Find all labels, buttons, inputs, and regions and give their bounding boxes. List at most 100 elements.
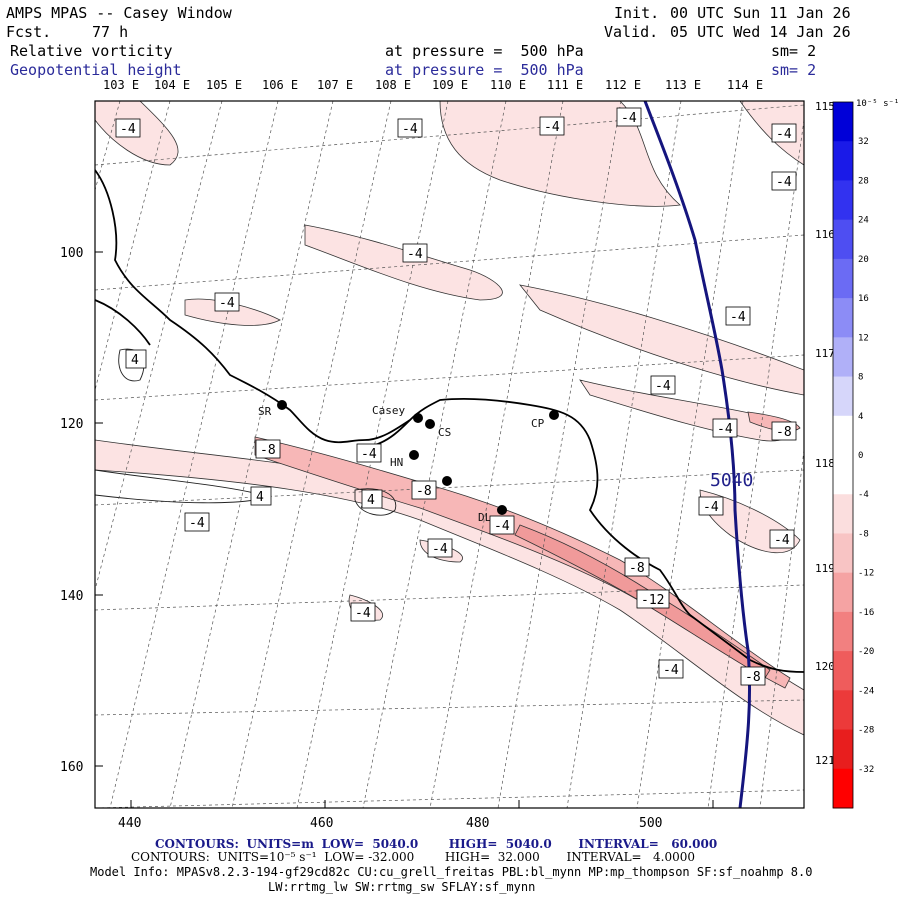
y-tick-label: 120 <box>60 417 83 432</box>
svg-text:-4: -4 <box>776 175 792 190</box>
lon-label-top: 108 E <box>375 78 412 92</box>
y-tick-label: 140 <box>60 589 83 604</box>
svg-text:4: 4 <box>367 493 375 508</box>
lon-label-top: 107 E <box>317 78 354 92</box>
colorbar-label: -24 <box>858 686 874 696</box>
lon-label-top: 105 E <box>206 78 243 92</box>
svg-text:-4: -4 <box>361 447 377 462</box>
station-label-casey: Casey <box>372 404 405 417</box>
colorbar-label: -28 <box>858 726 874 736</box>
forecast-hour: 77 h <box>92 23 129 41</box>
contour-label-box: -4 <box>489 515 515 535</box>
lon-label-top: 114 E <box>727 78 764 92</box>
x-tick-label: 500 <box>639 816 662 831</box>
svg-text:-4: -4 <box>432 542 448 557</box>
colorbar-swatch <box>833 337 853 378</box>
contour-label-box: 4 <box>361 489 383 509</box>
field1-name: Relative vorticity <box>10 42 173 60</box>
contour-label-box: -4 <box>650 375 676 395</box>
lon-label-top: 106 E <box>262 78 299 92</box>
model-info-line2: LW:rrtmg_lw SW:rrtmg_sw SFLAY:sf_mynn <box>268 880 536 894</box>
lon-label-top: 110 E <box>490 78 527 92</box>
colorbar-label: 24 <box>858 216 869 226</box>
lon-label-top: 113 E <box>665 78 702 92</box>
station-marker-cs <box>425 419 435 429</box>
colorbar-swatch <box>833 611 853 652</box>
svg-text:-4: -4 <box>730 310 746 325</box>
field1-smoothing: sm= 2 <box>771 42 817 60</box>
svg-text:-4: -4 <box>776 127 792 142</box>
colorbar-label: 20 <box>858 255 869 265</box>
contour-label-box: -4 <box>350 602 376 622</box>
y-tick-label: 160 <box>60 760 83 775</box>
contour-label-box: -4 <box>769 529 795 549</box>
svg-text:-4: -4 <box>703 500 719 515</box>
colorbar-swatch <box>833 258 853 299</box>
svg-text:-4: -4 <box>717 422 733 437</box>
colorbar-label: -16 <box>858 608 874 618</box>
contour-label-box: -8 <box>624 557 650 577</box>
station-marker-hn <box>409 450 419 460</box>
colorbar-swatch <box>833 376 853 417</box>
svg-text:4: 4 <box>131 353 139 368</box>
contour-label-box: -4 <box>725 306 751 326</box>
colorbar-unit: 10⁻⁵ s⁻¹ <box>856 99 899 109</box>
contour-label-box: -4 <box>115 118 141 138</box>
station-marker-casey <box>413 413 423 423</box>
station-marker-lw <box>442 476 452 486</box>
lon-label-top: 112 E <box>605 78 642 92</box>
init-label: Init. <box>614 4 660 22</box>
lon-label-top: 109 E <box>432 78 469 92</box>
colorbar-label: 12 <box>858 333 869 343</box>
svg-text:-8: -8 <box>416 484 432 499</box>
contour-label-box: 4 <box>125 349 147 369</box>
contour-label-box: -8 <box>771 421 797 441</box>
svg-text:-8: -8 <box>260 443 276 458</box>
colorbar-swatch <box>833 572 853 613</box>
contour-label-box: -4 <box>427 538 453 558</box>
svg-text:-8: -8 <box>629 561 645 576</box>
colorbar-swatch <box>833 455 853 495</box>
station-label-dl: DL <box>478 511 492 524</box>
svg-text:-4: -4 <box>120 122 136 137</box>
contour-label-box: -4 <box>539 116 565 136</box>
x-tick-label: 480 <box>466 816 489 831</box>
forecast-label: Fcst. <box>6 23 52 41</box>
plot-frame <box>94 100 805 809</box>
coastline <box>95 169 804 673</box>
footer-line2: CONTOURS: UNITS=10⁻⁵ s⁻¹ LOW= -32.000 HI… <box>131 850 696 864</box>
svg-text:-4: -4 <box>407 247 423 262</box>
svg-text:-8: -8 <box>745 670 761 685</box>
lon-label-top: 111 E <box>547 78 584 92</box>
graticule <box>95 101 804 808</box>
colorbar-swatch <box>833 651 853 691</box>
contour-label-box: -4 <box>356 443 382 463</box>
contour-labels: -4 -4 -4 -4 -4 -4 -4 -4 -4 -4 -4 -4 -4 -… <box>115 107 797 686</box>
contour-label-box: -4 <box>402 243 428 263</box>
station-label-sr: SR <box>258 405 272 418</box>
lon-label-top: 104 E <box>154 78 191 92</box>
station-label-cs: CS <box>438 426 451 439</box>
contour-label-box: -4 <box>712 418 738 438</box>
lon-label-top: 103 E <box>103 78 140 92</box>
station-marker-dl <box>497 505 507 515</box>
colorbar-label: 4 <box>858 412 863 422</box>
colorbar-label: 0 <box>858 451 863 461</box>
field2-smoothing: sm= 2 <box>771 61 817 79</box>
contour-label-box: -4 <box>214 292 240 312</box>
station-marker-sr <box>277 400 287 410</box>
svg-text:-4: -4 <box>621 111 637 126</box>
contour-label-box: -4 <box>698 496 724 516</box>
colorbar-swatch <box>833 690 853 731</box>
colorbar-label: 16 <box>858 294 869 304</box>
model-info: Model Info: MPASv8.2.3-194-gf29cd82c CU:… <box>90 865 813 879</box>
map-title: AMPS MPAS -- Casey Window <box>6 4 232 22</box>
contour-label-box: -4 <box>771 123 797 143</box>
y-tick-label: 100 <box>60 246 83 261</box>
colorbar-swatch <box>833 494 853 534</box>
init-time: 00 UTC Sun 11 Jan 26 <box>670 4 851 22</box>
station-marker-cp <box>549 410 559 420</box>
colorbar-swatch <box>833 180 853 221</box>
colorbar-label: -12 <box>858 569 874 579</box>
